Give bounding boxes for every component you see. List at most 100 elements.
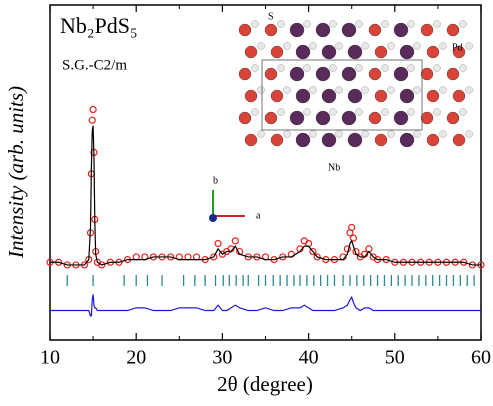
atom (309, 86, 317, 94)
atom (361, 130, 369, 138)
atom (295, 88, 311, 104)
atom (335, 130, 343, 138)
atom (244, 133, 258, 147)
atom (465, 86, 473, 94)
atom (341, 22, 357, 38)
atom (459, 108, 467, 116)
atom (374, 133, 388, 147)
atom (283, 86, 291, 94)
atom (393, 22, 409, 38)
atom (439, 130, 447, 138)
x-tick-label: 10 (40, 347, 60, 369)
atom (315, 66, 331, 82)
atom (387, 86, 395, 94)
atom (465, 42, 473, 50)
observed-point (309, 247, 317, 256)
atom (420, 23, 434, 37)
atom (244, 89, 258, 103)
unit-cell (261, 59, 423, 131)
atom (289, 22, 305, 38)
atom (303, 20, 311, 28)
observed-point (348, 223, 356, 232)
atom (399, 44, 415, 60)
axis-origin (209, 214, 217, 222)
atom (452, 45, 466, 59)
atom (277, 64, 285, 72)
atom (264, 67, 278, 81)
atom (420, 67, 434, 81)
atom (368, 67, 382, 81)
inset-label: Pd (452, 42, 463, 53)
atom (399, 132, 415, 148)
x-tick-label: 20 (126, 347, 146, 369)
atom (374, 89, 388, 103)
atom (251, 64, 259, 72)
atom (335, 86, 343, 94)
atom (289, 110, 305, 126)
atom (381, 64, 389, 72)
inset-label: a (256, 210, 261, 221)
atom (459, 20, 467, 28)
atom (238, 67, 252, 81)
atom (335, 42, 343, 50)
atom (361, 42, 369, 50)
atom (393, 110, 409, 126)
atom (452, 133, 466, 147)
atom (329, 20, 337, 28)
atom (238, 111, 252, 125)
atom (413, 42, 421, 50)
atom (289, 66, 305, 82)
atom (355, 64, 363, 72)
atom (321, 44, 337, 60)
atom (283, 42, 291, 50)
atom (251, 20, 259, 28)
observed-point (89, 105, 97, 114)
atom (426, 89, 440, 103)
atom (361, 86, 369, 94)
atom (329, 108, 337, 116)
y-axis-label: Intensity (arb. units) (4, 86, 28, 259)
atom (381, 108, 389, 116)
observed-point (231, 237, 239, 245)
atom (413, 130, 421, 138)
x-axis-label: 2θ (degree) (217, 372, 313, 396)
atom (407, 108, 415, 116)
atom (393, 66, 409, 82)
atom (238, 23, 252, 37)
atom (295, 132, 311, 148)
atom (244, 45, 258, 59)
atom (433, 20, 441, 28)
series-line (50, 294, 481, 317)
atom (277, 20, 285, 28)
atom (355, 108, 363, 116)
atom (341, 110, 357, 126)
atom (413, 86, 421, 94)
chart-title: Nb₂PdS₅ (60, 13, 138, 38)
inset-label: Nb (328, 162, 340, 173)
atom (270, 133, 284, 147)
series-line (50, 125, 481, 266)
atom (303, 108, 311, 116)
x-tick-label: 50 (385, 347, 405, 369)
atom (387, 42, 395, 50)
x-tick-label: 60 (471, 347, 491, 369)
plot-frame (49, 4, 482, 341)
atom (309, 42, 317, 50)
atom (439, 86, 447, 94)
atom (374, 45, 388, 59)
atom (309, 130, 317, 138)
atom (341, 66, 357, 82)
atom (446, 23, 460, 37)
atom (270, 89, 284, 103)
atom (264, 23, 278, 37)
atom (368, 111, 382, 125)
observed-point (88, 116, 96, 124)
inset-label: S (268, 11, 274, 22)
atom (381, 20, 389, 28)
atom (433, 64, 441, 72)
atom (420, 111, 434, 125)
atom (452, 89, 466, 103)
atom (303, 64, 311, 72)
atom (321, 132, 337, 148)
